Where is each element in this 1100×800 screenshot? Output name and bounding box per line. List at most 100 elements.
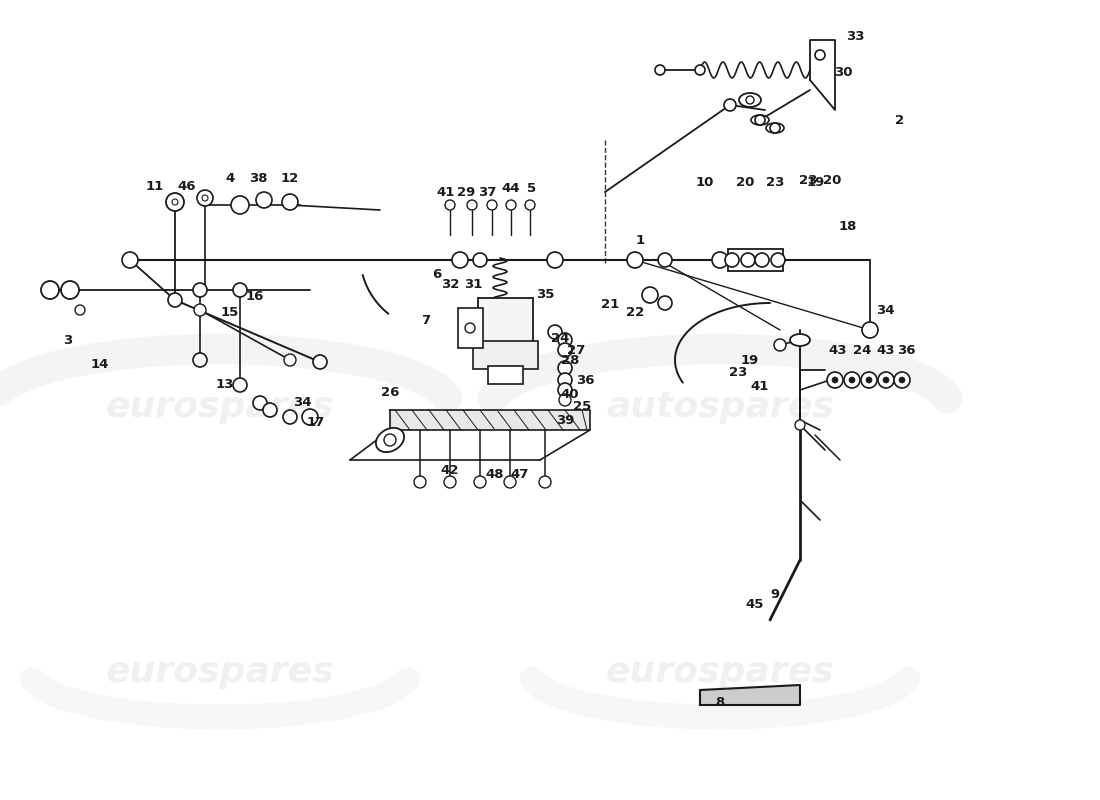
Text: 36: 36: [896, 343, 915, 357]
Text: 38: 38: [249, 173, 267, 186]
Circle shape: [558, 333, 572, 347]
Circle shape: [548, 325, 562, 339]
Bar: [473, 341, 538, 369]
Circle shape: [192, 283, 207, 297]
Circle shape: [525, 200, 535, 210]
Text: 19: 19: [741, 354, 759, 366]
Circle shape: [487, 200, 497, 210]
Text: 44: 44: [502, 182, 520, 195]
Text: 27: 27: [566, 343, 585, 357]
Circle shape: [658, 253, 672, 267]
Text: 28: 28: [561, 354, 580, 366]
Circle shape: [172, 199, 178, 205]
Circle shape: [473, 253, 487, 267]
Text: 34: 34: [293, 395, 311, 409]
Text: 23: 23: [729, 366, 747, 379]
Text: 29: 29: [456, 186, 475, 198]
Text: 22: 22: [626, 306, 645, 318]
Text: 21: 21: [601, 298, 619, 311]
Circle shape: [861, 372, 877, 388]
Circle shape: [815, 50, 825, 60]
Text: 18: 18: [839, 221, 857, 234]
Circle shape: [506, 200, 516, 210]
Text: 13: 13: [216, 378, 234, 391]
Circle shape: [263, 403, 277, 417]
Circle shape: [253, 396, 267, 410]
Circle shape: [468, 200, 477, 210]
Circle shape: [627, 252, 644, 268]
Circle shape: [558, 343, 572, 357]
Circle shape: [282, 194, 298, 210]
Text: 1: 1: [636, 234, 645, 246]
Circle shape: [452, 252, 468, 268]
Circle shape: [233, 378, 248, 392]
Text: 37: 37: [477, 186, 496, 198]
Circle shape: [558, 361, 572, 375]
Circle shape: [446, 200, 455, 210]
Circle shape: [827, 372, 843, 388]
Circle shape: [194, 304, 206, 316]
Text: 3: 3: [64, 334, 73, 346]
Text: 8: 8: [715, 695, 725, 709]
Text: eurospares: eurospares: [606, 655, 834, 689]
Ellipse shape: [751, 115, 769, 125]
Circle shape: [202, 195, 208, 201]
Text: 6: 6: [432, 269, 441, 282]
Text: 20: 20: [823, 174, 842, 186]
Text: 15: 15: [221, 306, 239, 319]
Text: 20: 20: [736, 177, 755, 190]
Ellipse shape: [790, 334, 810, 346]
Circle shape: [741, 253, 755, 267]
Bar: [487, 366, 522, 384]
Circle shape: [474, 476, 486, 488]
Bar: [727, 249, 782, 271]
Text: 32: 32: [441, 278, 459, 291]
Circle shape: [504, 476, 516, 488]
Circle shape: [862, 322, 878, 338]
Text: 35: 35: [536, 287, 554, 301]
Text: 26: 26: [381, 386, 399, 398]
Circle shape: [122, 252, 138, 268]
Circle shape: [41, 281, 59, 299]
Ellipse shape: [766, 123, 784, 133]
Text: autospares: autospares: [606, 390, 834, 424]
Circle shape: [768, 253, 782, 267]
Circle shape: [746, 96, 754, 104]
Circle shape: [233, 283, 248, 297]
Circle shape: [654, 65, 666, 75]
Circle shape: [166, 193, 184, 211]
Circle shape: [894, 372, 910, 388]
Circle shape: [866, 377, 872, 383]
Text: 24: 24: [852, 343, 871, 357]
Circle shape: [725, 253, 739, 267]
Text: 34: 34: [876, 303, 894, 317]
Circle shape: [755, 253, 769, 267]
Circle shape: [770, 123, 780, 133]
Text: 45: 45: [746, 598, 764, 611]
Ellipse shape: [376, 428, 404, 452]
Circle shape: [771, 253, 785, 267]
Text: 17: 17: [307, 415, 326, 429]
Text: 19: 19: [807, 177, 825, 190]
Polygon shape: [390, 410, 590, 430]
Ellipse shape: [739, 93, 761, 107]
Text: 23: 23: [766, 177, 784, 190]
Text: 9: 9: [770, 589, 780, 602]
Circle shape: [832, 377, 838, 383]
Circle shape: [302, 409, 318, 425]
Text: 12: 12: [280, 173, 299, 186]
Text: 16: 16: [245, 290, 264, 303]
Circle shape: [75, 305, 85, 315]
Text: 40: 40: [561, 389, 580, 402]
Text: 5: 5: [527, 182, 537, 195]
Text: 10: 10: [696, 177, 714, 190]
Circle shape: [712, 252, 728, 268]
Circle shape: [844, 372, 860, 388]
Text: 47: 47: [510, 469, 529, 482]
Circle shape: [849, 377, 855, 383]
Text: 36: 36: [575, 374, 594, 386]
Polygon shape: [810, 40, 835, 110]
Circle shape: [559, 394, 571, 406]
Circle shape: [899, 377, 905, 383]
Text: 43: 43: [877, 343, 895, 357]
